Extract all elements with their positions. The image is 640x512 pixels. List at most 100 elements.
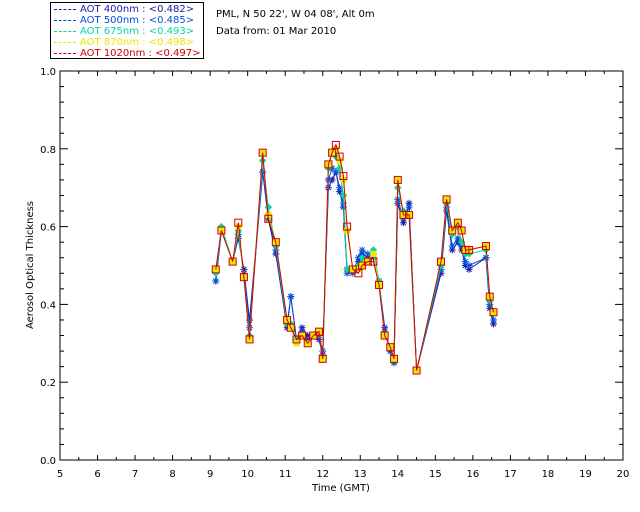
series-5 [211, 140, 498, 375]
data-point [437, 269, 445, 277]
data-point [405, 199, 413, 207]
data-point [304, 332, 312, 340]
data-point [264, 214, 273, 223]
data-point [239, 273, 248, 282]
data-point [314, 327, 323, 336]
data-point [246, 316, 254, 324]
y-tick-label: 0.6 [40, 223, 56, 234]
data-point [354, 269, 363, 278]
legend-swatch [54, 19, 76, 21]
data-point [393, 175, 402, 184]
site-info: PML, N 50 22', W 04 08', Alt 0m [216, 9, 375, 20]
legend-item: AOT 675nm : <0.493> [54, 26, 194, 37]
series-layer [211, 140, 498, 375]
x-tick-label: 19 [579, 469, 592, 480]
y-tick-label: 0.0 [40, 456, 56, 467]
legend-label: AOT 675nm : <0.493> [80, 26, 195, 37]
data-point [448, 226, 457, 235]
data-point [457, 226, 466, 235]
data-point [245, 335, 254, 344]
data-point [380, 331, 389, 340]
data-point [412, 366, 421, 375]
data-point [336, 184, 344, 192]
legend-swatch [54, 52, 76, 54]
legend-swatch [54, 8, 76, 10]
x-tick-label: 20 [617, 469, 630, 480]
data-point [485, 292, 494, 301]
data-point [442, 195, 451, 204]
data-point [465, 245, 474, 254]
legend-swatch [54, 41, 76, 43]
data-point [405, 203, 413, 211]
legend-label: AOT 500nm : <0.485> [80, 15, 195, 26]
x-tick-label: 7 [132, 469, 138, 480]
data-point [461, 258, 469, 266]
data-point [298, 331, 307, 340]
x-tick-label: 15 [429, 469, 442, 480]
legend-item: AOT 500nm : <0.485> [54, 15, 194, 26]
x-axis-label: Time (GMT) [311, 483, 370, 494]
data-point [437, 265, 445, 273]
legend-label: AOT 1020nm : <0.497> [80, 48, 201, 59]
legend-item: AOT 400nm : <0.482> [54, 4, 194, 15]
data-point [454, 234, 462, 242]
x-tick-label: 5 [57, 469, 63, 480]
data-point [370, 250, 377, 257]
data-point [490, 320, 498, 328]
data-point [465, 262, 473, 269]
data-point [399, 210, 408, 219]
data-point [303, 339, 312, 348]
data-point [246, 324, 254, 332]
data-point [258, 156, 267, 165]
data-point [315, 335, 323, 343]
data-point [228, 257, 237, 266]
data-point [234, 218, 243, 227]
y-tick-label: 0.8 [40, 145, 56, 156]
data-point [399, 219, 407, 227]
legend: AOT 400nm : <0.482> AOT 500nm : <0.485> … [50, 2, 204, 59]
data-point [358, 246, 366, 254]
data-point [259, 168, 267, 176]
data-point [339, 172, 348, 181]
data-point [272, 246, 280, 254]
y-tick-label: 0.4 [40, 300, 56, 311]
axes: 5 6 7 8 9 10 11 12 13 14 15 16 17 18 19 20 0.0 0.2 0.4 0.6 0… [40, 67, 629, 480]
data-point [390, 354, 399, 363]
y-axis-label: Aerosol Optical Thickness [25, 201, 36, 329]
data-point [335, 152, 344, 161]
x-tick-label: 16 [466, 469, 479, 480]
legend-swatch [54, 30, 76, 32]
x-tick-label: 14 [391, 469, 404, 480]
data-point [482, 254, 490, 262]
data-point [363, 257, 372, 266]
data-point [336, 188, 344, 196]
data-point [489, 308, 498, 317]
data-point [454, 238, 462, 246]
series-line [215, 143, 494, 371]
data-point [212, 277, 220, 285]
x-tick-label: 6 [94, 469, 100, 480]
data-point [272, 250, 280, 258]
data-point [234, 234, 242, 242]
data-point [354, 254, 362, 262]
data-point [461, 262, 469, 269]
data-point [358, 254, 366, 262]
data-point [298, 324, 306, 332]
data-point [453, 218, 462, 227]
data-point [448, 246, 456, 254]
data-point [318, 354, 327, 363]
data-point [465, 265, 473, 273]
data-point [436, 257, 445, 266]
data-point [343, 269, 351, 277]
data-point [328, 148, 337, 157]
data-point [369, 257, 378, 266]
legend-item: AOT 870nm : <0.498> [54, 37, 194, 48]
data-point [375, 280, 384, 289]
data-point [324, 160, 333, 169]
data-point [283, 315, 292, 324]
data-point [331, 140, 340, 149]
data-point [339, 191, 348, 200]
y-tick-label: 0.2 [40, 378, 56, 389]
data-point [271, 238, 280, 247]
